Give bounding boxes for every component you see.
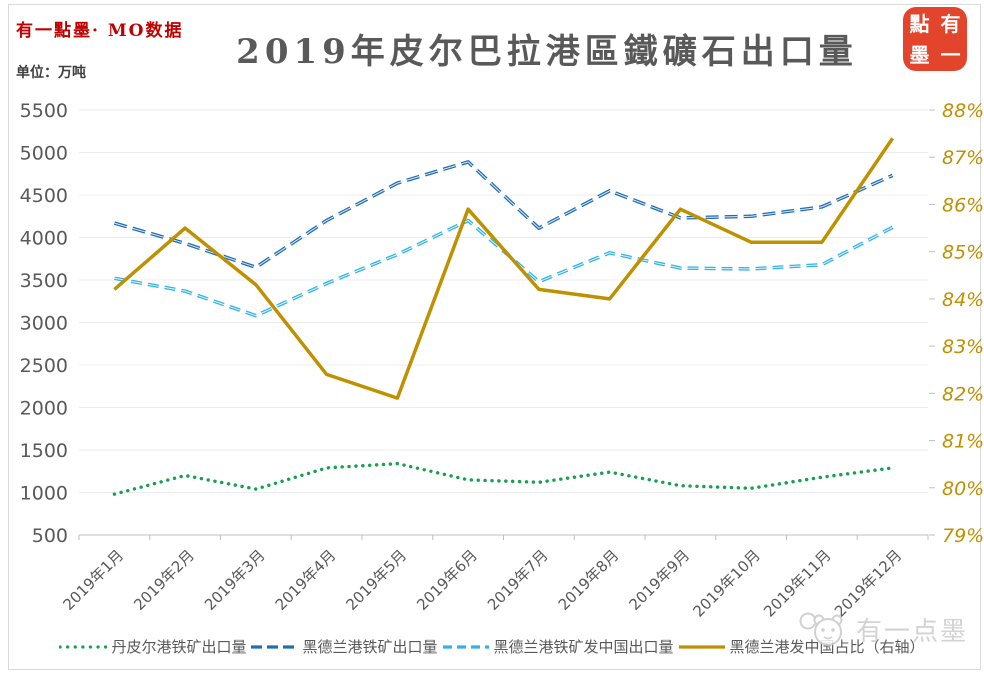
right-axis-tick: 79%: [942, 525, 984, 547]
x-axis-label: 2019年10月: [690, 546, 764, 620]
left-axis-tick: 2500: [20, 355, 68, 377]
watermark-text: 有一点墨: [855, 616, 968, 647]
legend-line-sample: [442, 644, 489, 649]
x-axis-label: 2019年9月: [626, 546, 694, 614]
unit-label: 单位：万吨: [16, 65, 86, 81]
legend-label: 丹皮尔港铁矿出口量: [111, 638, 247, 656]
right-axis-tick: 87%: [942, 147, 984, 169]
left-axis-tick: 5500: [20, 100, 68, 122]
right-axis-tick: 82%: [942, 383, 984, 405]
legend-line-sample: [59, 644, 108, 649]
legend-item-dampier-exports: 丹皮尔港铁矿出口量: [59, 636, 246, 657]
seal-char: 有: [940, 11, 961, 36]
x-axis-label: 2019年8月: [555, 546, 623, 614]
legend-line-sample: [251, 644, 298, 649]
left-axis-tick: 1500: [20, 440, 68, 462]
x-axis-label: 2019年5月: [343, 546, 411, 614]
left-axis-tick: 3500: [20, 270, 68, 292]
legend-line-sample: [678, 644, 725, 649]
right-axis-tick: 83%: [942, 336, 984, 358]
panda-bubble-icon: [799, 612, 843, 646]
left-axis-tick: 5000: [20, 143, 68, 165]
legend-label: 黑德兰港铁矿出口量: [302, 638, 438, 656]
right-axis-tick: 81%: [942, 431, 984, 453]
brand-text: 有一點墨· MO数据: [16, 21, 184, 41]
x-axis-label: 2019年6月: [413, 546, 481, 614]
x-axis-label: 2019年1月: [60, 546, 128, 614]
chart-legend: 丹皮尔港铁矿出口量 黑德兰港铁矿出口量 黑德兰港铁矿发中国出口量 黑德兰港发中国…: [0, 636, 984, 657]
left-axis-tick: 3000: [20, 313, 68, 335]
left-axis-tick: 4500: [20, 185, 68, 207]
left-axis-tick: 1000: [20, 483, 68, 505]
x-axis-label: 2019年7月: [484, 546, 552, 614]
series-line-hedland-china-share: [113, 137, 895, 400]
series-line-hedland-china-exports: [114, 218, 894, 318]
series-line-dampier-iron-ore-exports: [112, 461, 895, 496]
right-axis-tick: 88%: [942, 100, 984, 122]
series-line-core-hedland-iron-ore-exports: [114, 161, 893, 268]
x-axis-label: 2019年3月: [201, 546, 269, 614]
legend-item-hedland-china-exports: 黑德兰港铁矿发中国出口量: [442, 636, 674, 657]
page-title: 2019年皮尔巴拉港區鐵礦石出口量: [236, 32, 858, 72]
right-axis-tick: 86%: [942, 194, 984, 216]
x-axis-label: 2019年4月: [272, 546, 340, 614]
seal-char: 一: [940, 42, 961, 67]
x-axis-label: 2019年2月: [130, 546, 198, 614]
seal-char: 點: [909, 11, 930, 36]
right-axis-tick: 85%: [942, 242, 984, 264]
legend-label: 黑德兰港铁矿发中国出口量: [493, 638, 674, 656]
left-axis-tick: 4000: [20, 228, 68, 250]
seal-char: 墨: [909, 42, 930, 67]
right-axis-tick: 84%: [942, 289, 984, 311]
brand-seal-icon: 點 有 墨 一: [904, 8, 966, 70]
legend-item-hedland-china-share: 黑德兰港发中国占比（右轴）: [678, 636, 925, 657]
legend-label: 黑德兰港发中国占比（右轴）: [729, 638, 925, 656]
left-axis-tick: 2000: [20, 398, 68, 420]
left-axis-tick: 500: [32, 525, 68, 547]
legend-item-hedland-exports: 黑德兰港铁矿出口量: [250, 636, 438, 657]
watermark: 有一点墨: [798, 608, 968, 650]
right-axis-tick: 80%: [942, 478, 984, 500]
